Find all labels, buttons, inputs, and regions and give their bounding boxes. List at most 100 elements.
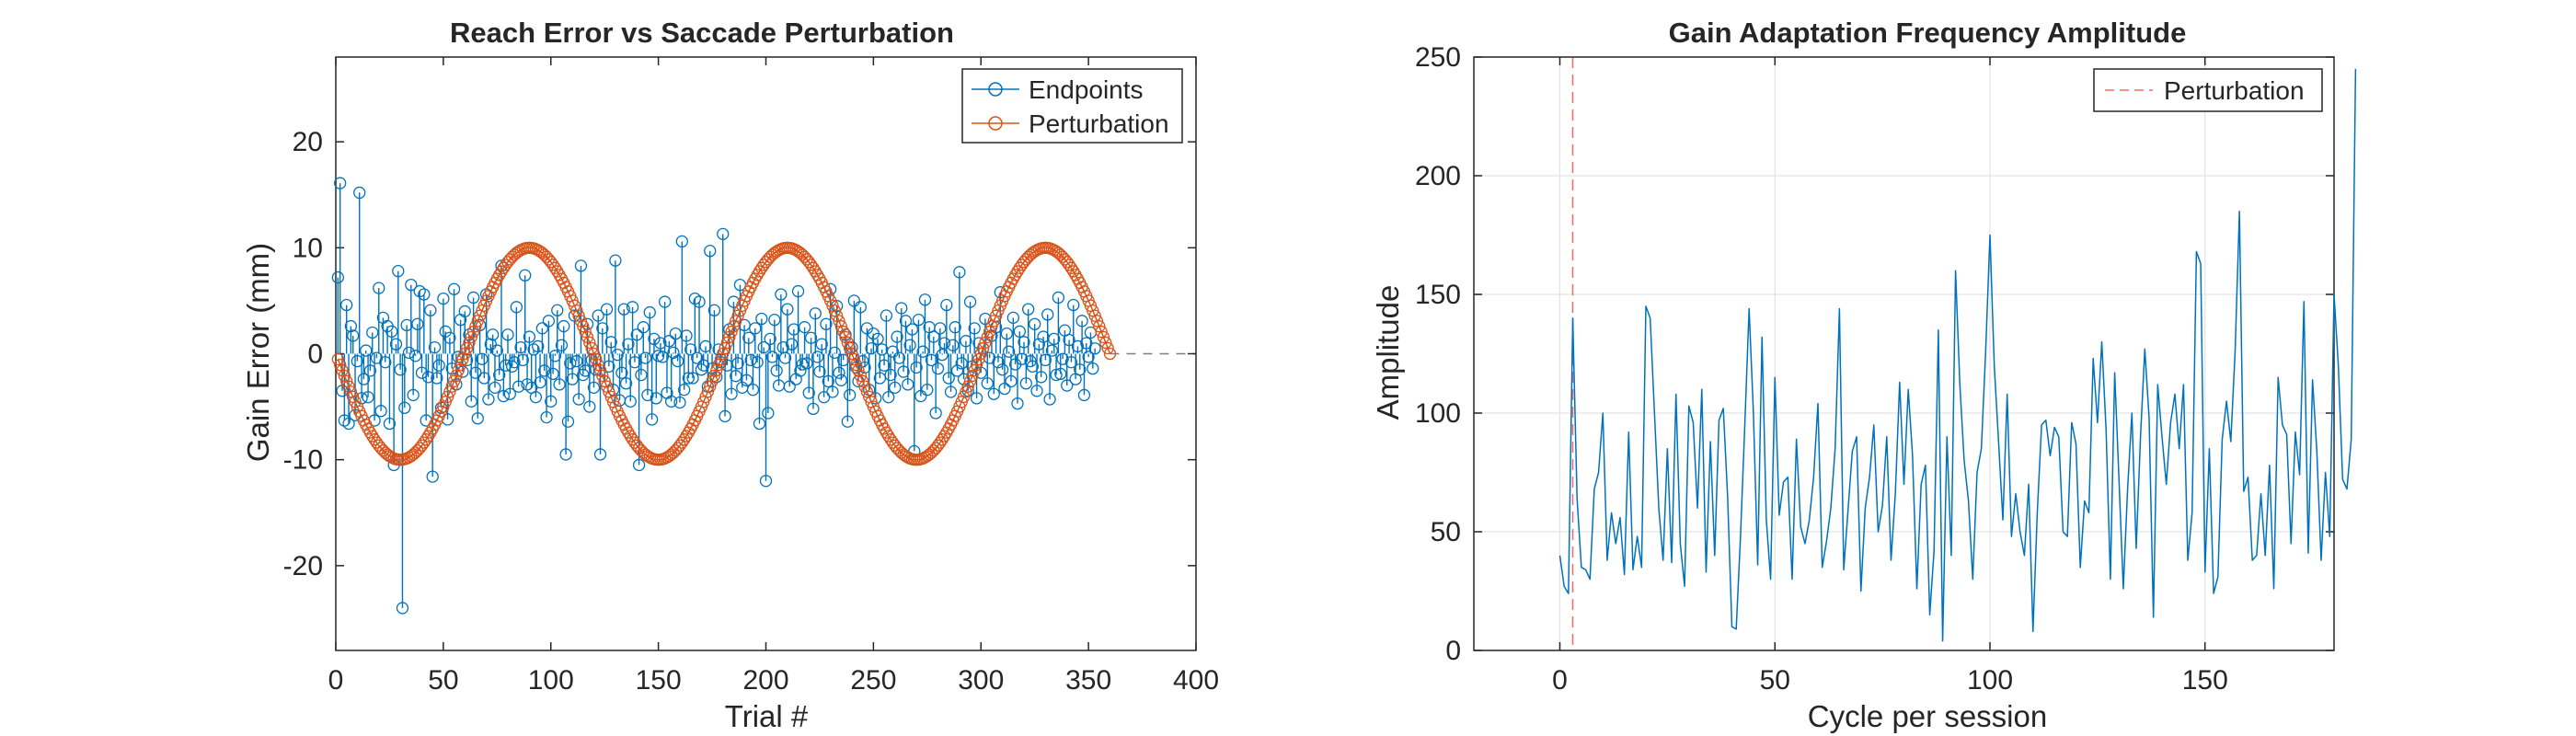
chart2-title: Gain Adaptation Frequency Amplitude: [1669, 17, 2187, 49]
endpoint-marker: [331, 270, 344, 284]
endpoint-marker: [809, 307, 822, 320]
perturbation-marker: [452, 363, 465, 377]
endpoint-marker: [871, 332, 884, 346]
endpoint-marker: [796, 358, 809, 371]
legend-endpoints-marker: [988, 82, 1003, 97]
perturbation-marker: [983, 325, 996, 339]
endpoint-marker: [428, 340, 442, 354]
endpoint-marker: [886, 345, 900, 358]
chart2-xtick-label: 150: [2182, 665, 2228, 696]
endpoint-marker: [950, 364, 964, 377]
endpoint-marker: [1071, 339, 1085, 353]
endpoint-marker: [611, 349, 624, 362]
endpoint-marker: [396, 602, 409, 615]
perturbation-marker: [765, 248, 779, 261]
perturbation-marker: [796, 248, 809, 261]
endpoint-marker: [477, 372, 490, 385]
endpoint-marker: [949, 321, 961, 334]
endpoint-marker: [916, 345, 929, 358]
endpoint-marker: [1002, 345, 1016, 358]
perturbation-marker: [447, 374, 461, 387]
perturbation-marker: [957, 390, 971, 403]
endpoint-marker: [910, 361, 923, 374]
perturbation-marker: [727, 320, 741, 333]
endpoint-marker: [426, 470, 439, 483]
endpoint-marker: [411, 317, 424, 330]
endpoint-marker: [942, 372, 955, 385]
endpoint-marker: [379, 356, 392, 369]
endpoint-marker: [405, 278, 418, 292]
perturbation-marker: [981, 330, 994, 344]
perturbation-marker: [624, 430, 637, 443]
perturbation-marker: [593, 363, 607, 377]
endpoint-marker: [719, 409, 731, 423]
perturbation-marker: [338, 369, 351, 383]
endpoint-marker: [476, 352, 489, 365]
perturbation-marker: [961, 380, 974, 393]
endpoint-marker: [693, 295, 706, 308]
perturbation-marker: [1052, 247, 1065, 259]
perturbation-marker: [407, 448, 420, 461]
endpoint-marker: [753, 417, 766, 431]
chart2-axes-bg: [1474, 57, 2334, 650]
endpoint-marker: [542, 315, 556, 328]
endpoint-marker: [725, 387, 738, 400]
endpoint-marker: [572, 393, 585, 406]
endpoint-marker: [903, 339, 916, 351]
endpoint-marker: [927, 330, 940, 343]
perturbation-marker: [454, 358, 467, 372]
perturbation-marker: [804, 259, 818, 271]
endpoint-marker: [486, 328, 500, 341]
endpoint-marker: [841, 415, 854, 428]
endpoint-marker: [353, 186, 366, 200]
endpoint-marker: [619, 377, 633, 390]
endpoint-marker: [897, 365, 910, 378]
perturbation-marker: [592, 358, 604, 372]
endpoint-marker: [484, 338, 497, 351]
perturbation-marker: [508, 248, 521, 261]
perturbation-marker: [344, 385, 358, 398]
endpoint-marker: [398, 401, 411, 414]
chart2-xtick-label: 100: [1967, 665, 2013, 696]
endpoint-marker: [548, 350, 562, 362]
perturbation-marker: [473, 309, 487, 322]
endpoint-marker: [626, 301, 639, 314]
endpoint-marker: [955, 357, 968, 370]
perturbation-marker: [989, 309, 1003, 322]
perturbation-marker: [699, 390, 712, 403]
endpoint-marker: [583, 400, 596, 413]
endpoint-marker: [1045, 344, 1059, 357]
perturbation-marker: [445, 380, 458, 393]
perturbation-marker: [334, 358, 347, 372]
perturbation-marker: [723, 330, 736, 344]
chart2-ytick-label: 150: [1415, 280, 1461, 310]
endpoint-marker: [609, 254, 622, 267]
perturbation-marker: [891, 442, 903, 454]
perturbation-marker: [574, 315, 588, 328]
perturbation-marker: [979, 336, 992, 350]
perturbation-marker: [731, 309, 744, 322]
endpoint-marker: [1024, 354, 1037, 368]
perturbation-marker: [1064, 261, 1078, 274]
endpoint-marker: [940, 298, 953, 312]
endpoint-marker: [1026, 360, 1039, 373]
endpoint-marker: [770, 364, 783, 377]
perturbation-marker: [1088, 309, 1101, 322]
chart2-plot-area: 0 50 100 150 0 50 100 150 200 250: [1415, 42, 2357, 696]
endpoint-marker: [632, 458, 646, 472]
endpoint-marker: [523, 330, 536, 343]
perturbation-marker: [415, 439, 429, 452]
chart1-xtick-label: 150: [636, 665, 682, 696]
endpoint-marker: [366, 326, 379, 339]
endpoint-marker: [1029, 317, 1041, 330]
perturbation-marker: [548, 261, 562, 274]
endpoint-marker: [624, 395, 637, 408]
endpoint-marker: [785, 338, 799, 351]
endpoint-marker: [1054, 367, 1067, 381]
chart2-legend-box: [2093, 68, 2323, 112]
endpoint-marker: [1005, 374, 1018, 388]
perturbation-marker: [1061, 256, 1074, 269]
endpoint-marker: [697, 359, 710, 372]
endpoint-marker: [1075, 315, 1088, 328]
perturbation-marker: [503, 253, 516, 266]
